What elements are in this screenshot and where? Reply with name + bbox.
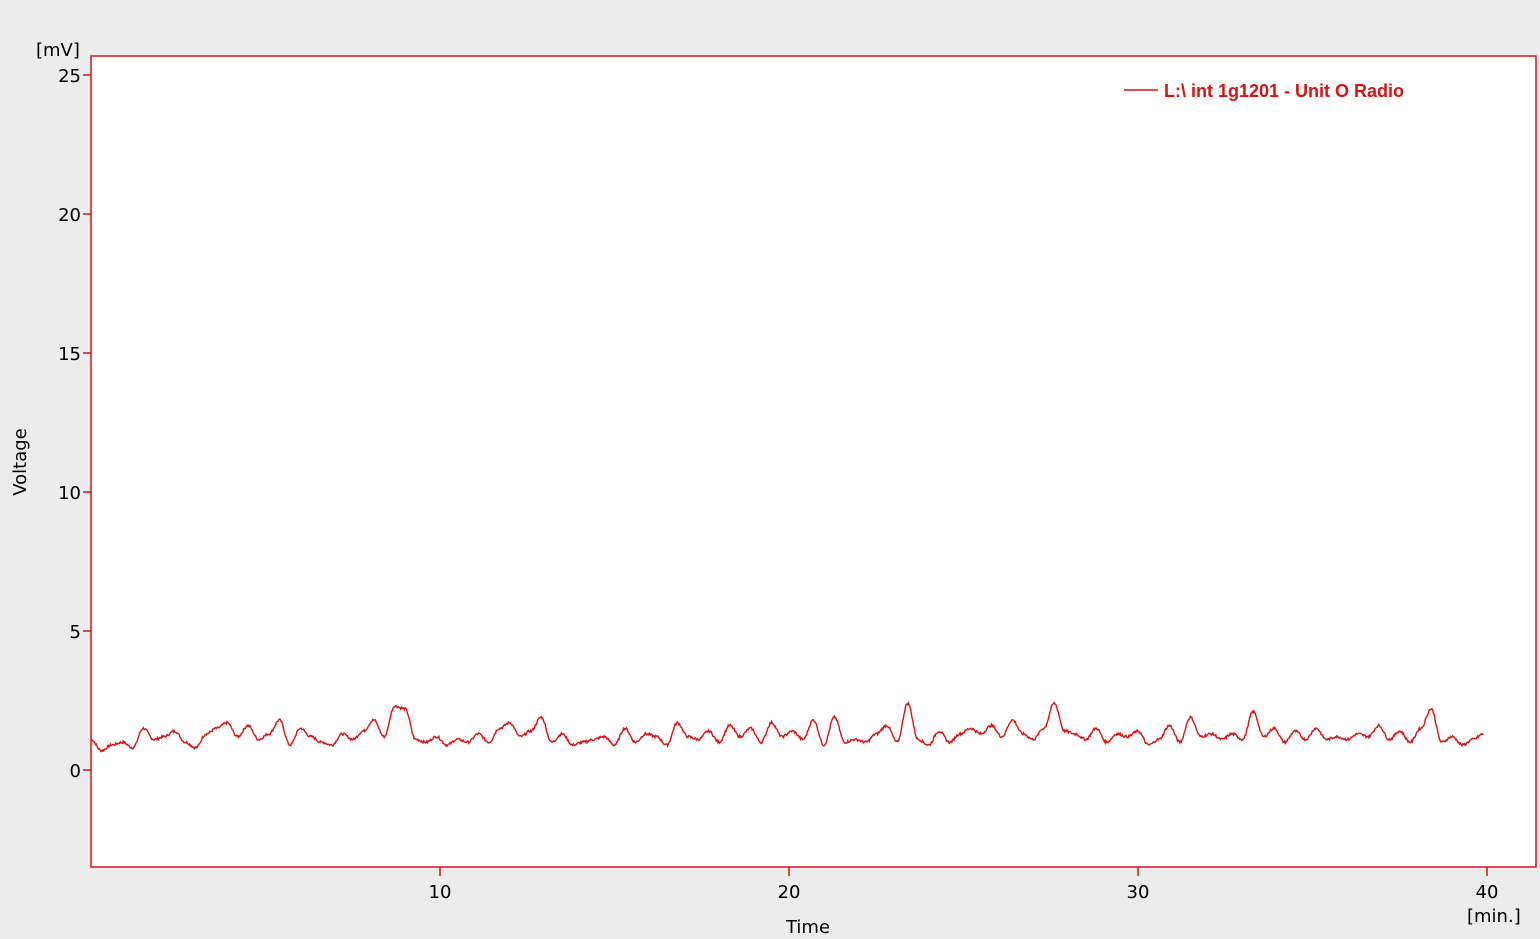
- x-tick-label: 40: [1476, 882, 1499, 903]
- plot-area: [91, 56, 1536, 867]
- series-line: [91, 700, 1484, 753]
- y-axis-ticks: 0 5 10 15 20 25: [58, 66, 91, 782]
- x-tick-label: 30: [1127, 882, 1150, 903]
- x-tick-label: 10: [429, 882, 452, 903]
- y-axis-title: Voltage: [10, 428, 31, 496]
- x-axis-title: Time: [785, 917, 830, 938]
- y-unit-label: [mV]: [36, 40, 80, 61]
- y-tick-label: 25: [58, 66, 81, 87]
- x-unit-label: [min.]: [1467, 906, 1521, 927]
- x-tick-label: 20: [778, 882, 801, 903]
- y-tick-label: 10: [58, 483, 81, 504]
- y-tick-label: 0: [70, 761, 81, 782]
- y-tick-label: 15: [58, 344, 81, 365]
- legend: L:\ int 1g1201 - Unit O Radio: [1124, 81, 1404, 101]
- y-tick-label: 5: [70, 622, 81, 643]
- legend-label: L:\ int 1g1201 - Unit O Radio: [1164, 81, 1404, 101]
- x-axis-ticks: 10 20 30 40: [429, 867, 1499, 903]
- y-tick-label: 20: [58, 205, 81, 226]
- plot-border: [90, 55, 1537, 868]
